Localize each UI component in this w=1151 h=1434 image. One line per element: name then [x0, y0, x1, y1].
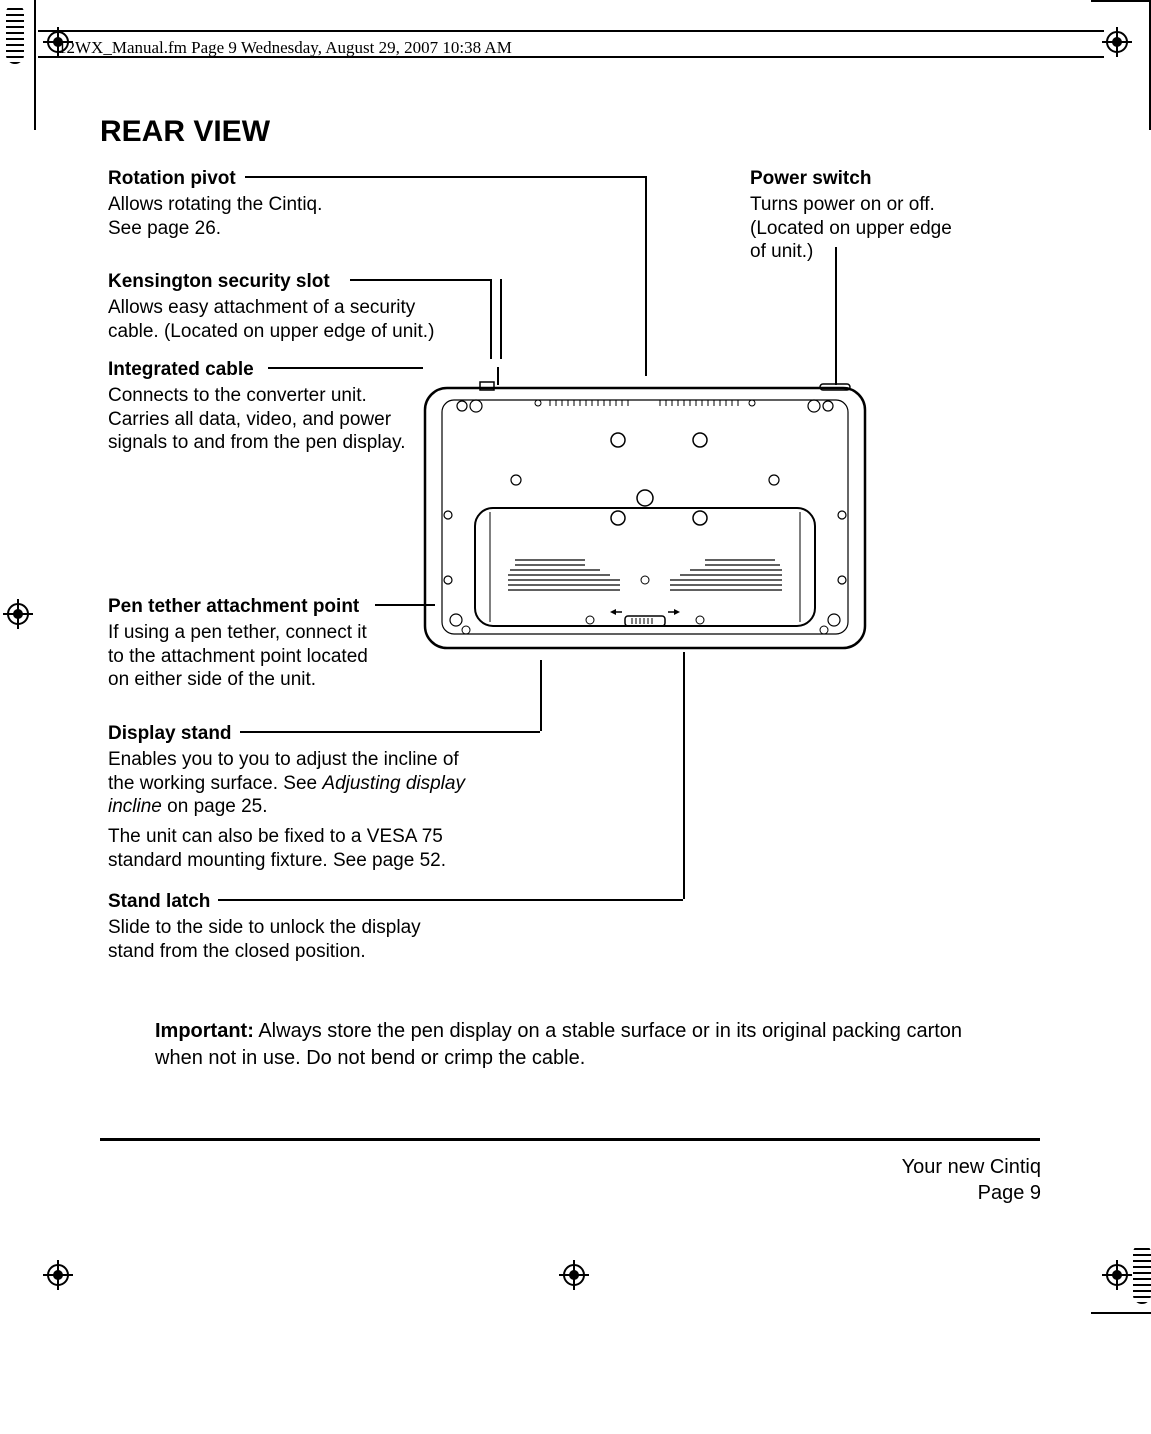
- footer-text: Your new Cintiq Page 9: [902, 1154, 1041, 1206]
- footer-rule: [100, 1138, 1040, 1141]
- leader-line: [240, 731, 540, 733]
- spiral-bottom-icon: [1133, 1244, 1151, 1304]
- callout-text: standard mounting fixture. See page 52.: [108, 849, 538, 873]
- callout-text: of unit.): [750, 240, 1010, 264]
- reg-mark-bottom-center: [560, 1261, 588, 1289]
- important-label: Important:: [155, 1020, 254, 1042]
- callout-heading: Power switch: [750, 167, 1010, 191]
- frame-line: [1091, 0, 1151, 2]
- callout-text: See page 26.: [108, 217, 438, 241]
- leader-line: [500, 279, 502, 359]
- content-area: REAR VIEW: [100, 115, 1040, 173]
- callout-power-switch: Power switch Turns power on or off. (Loc…: [750, 167, 1010, 264]
- reg-mark-top-right: [1103, 28, 1131, 56]
- callout-text: Turns power on or off.: [750, 193, 1010, 217]
- callout-text: The unit can also be fixed to a VESA 75: [108, 825, 538, 849]
- callout-display-stand: Display stand Enables you to you to adju…: [108, 722, 538, 873]
- callout-heading: Stand latch: [108, 890, 538, 914]
- callout-text: incline on page 25.: [108, 795, 538, 819]
- frame-line: [34, 0, 36, 130]
- leader-line: [645, 176, 647, 376]
- callout-heading: Display stand: [108, 722, 538, 746]
- footer-section-name: Your new Cintiq: [902, 1154, 1041, 1180]
- callout-text: (Located on upper edge: [750, 217, 1010, 241]
- header-rule: [38, 30, 1104, 32]
- reg-mark-bottom-left: [44, 1261, 72, 1289]
- important-text: Always store the pen display on a stable…: [155, 1020, 962, 1069]
- leader-line: [490, 279, 492, 359]
- header-path: 12WX_Manual.fm Page 9 Wednesday, August …: [58, 38, 1070, 58]
- callout-heading: Rotation pivot: [108, 167, 438, 191]
- callout-text: Allows rotating the Cintiq.: [108, 193, 438, 217]
- callout-text: to the attachment point located: [108, 645, 468, 669]
- callout-text: stand from the closed position.: [108, 940, 538, 964]
- footer-page-number: Page 9: [902, 1180, 1041, 1206]
- callout-text: the working surface. See Adjusting displ…: [108, 772, 538, 796]
- leader-line: [268, 367, 423, 369]
- spiral-top-icon: [6, 4, 24, 64]
- callout-text: cable. (Located on upper edge of unit.): [108, 320, 488, 344]
- frame-line: [1091, 1312, 1151, 1314]
- callout-text: on either side of the unit.: [108, 668, 468, 692]
- header-rule: [38, 56, 1104, 58]
- callout-text: If using a pen tether, connect it: [108, 621, 468, 645]
- leader-line: [683, 652, 685, 899]
- callout-text: Allows easy attachment of a security: [108, 296, 488, 320]
- callout-text: Enables you to you to adjust the incline…: [108, 748, 538, 772]
- callout-heading: Kensington security slot: [108, 270, 488, 294]
- leader-line: [245, 176, 645, 178]
- callout-text: Slide to the side to unlock the display: [108, 916, 538, 940]
- leader-line: [835, 247, 837, 385]
- device-rear-diagram: [420, 370, 870, 660]
- callout-pen-tether: Pen tether attachment point If using a p…: [108, 595, 468, 692]
- leader-line: [218, 899, 683, 901]
- reg-mark-bottom-right: [1103, 1261, 1131, 1289]
- leader-line: [350, 279, 490, 281]
- leader-line: [540, 660, 542, 731]
- callout-heading: Pen tether attachment point: [108, 595, 468, 619]
- important-note: Important: Always store the pen display …: [155, 1018, 975, 1072]
- page-title: REAR VIEW: [100, 115, 1040, 149]
- reg-mark-mid-left: [4, 600, 32, 628]
